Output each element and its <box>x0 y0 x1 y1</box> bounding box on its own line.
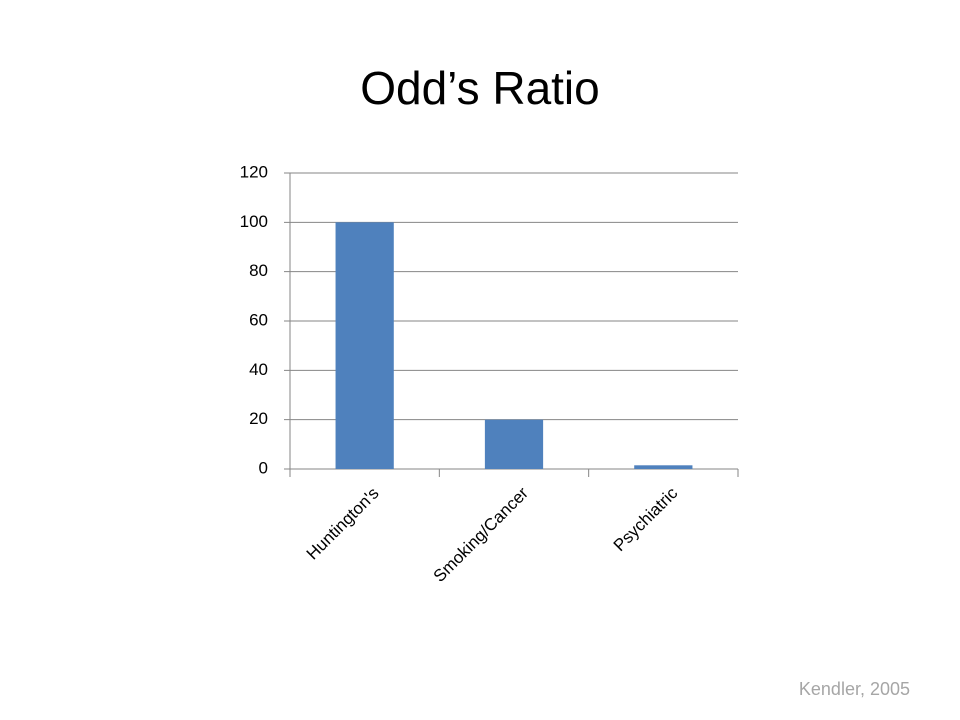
bar <box>634 465 693 469</box>
bar <box>335 222 394 469</box>
chart-title: Odd’s Ratio <box>360 62 600 114</box>
y-tick-label: 40 <box>249 360 268 379</box>
y-tick-label: 120 <box>240 162 268 181</box>
y-tick-label: 80 <box>249 261 268 280</box>
bar <box>484 419 544 469</box>
y-tick-label: 0 <box>259 458 268 477</box>
y-tick-label: 100 <box>240 212 268 231</box>
source: Kendler, 2005 <box>799 679 910 699</box>
y-tick-label: 60 <box>249 310 268 329</box>
y-tick-label: 20 <box>249 409 268 428</box>
